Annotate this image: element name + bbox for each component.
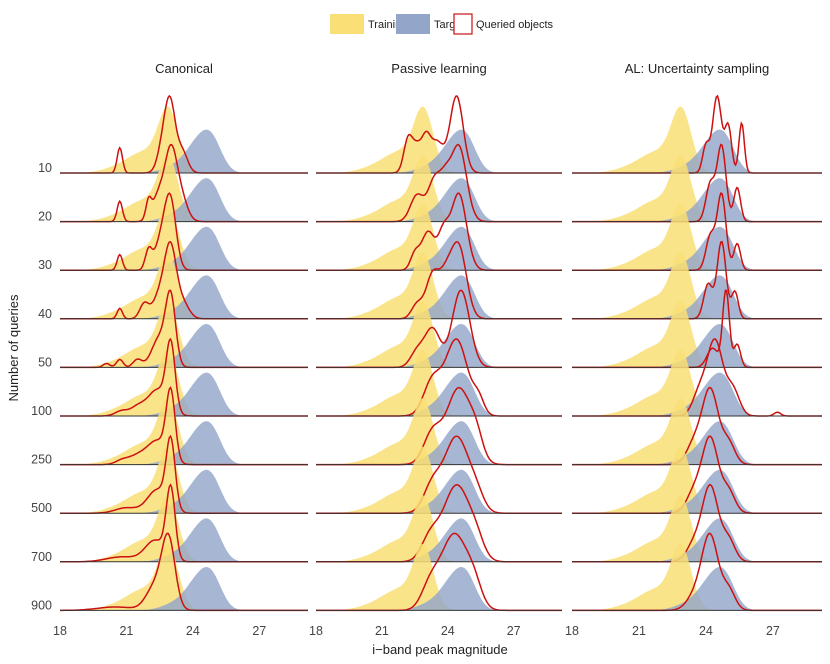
x-tick-label: 21 xyxy=(375,624,389,638)
target-density-area xyxy=(572,567,822,611)
target-density-area xyxy=(316,518,562,562)
target-density-area xyxy=(316,226,562,271)
target-density-area xyxy=(60,518,308,562)
row-label-queries: 250 xyxy=(31,453,52,467)
row-label-queries: 700 xyxy=(31,550,52,564)
x-tick-label: 27 xyxy=(766,624,780,638)
target-density-area xyxy=(572,469,822,514)
row-label-queries: 50 xyxy=(38,355,52,369)
target-density-area xyxy=(60,567,308,611)
row-label-queries: 900 xyxy=(31,598,52,612)
target-density-area xyxy=(316,469,562,514)
row-label-queries: 40 xyxy=(38,307,52,321)
target-density-area xyxy=(572,275,822,319)
target-density-area xyxy=(572,372,822,416)
target-density-area xyxy=(60,421,308,465)
target-density-area xyxy=(60,129,308,173)
row-labels: 10 20 30 40 50 100 250 500 700 900 xyxy=(31,161,52,612)
target-density-area xyxy=(572,518,822,562)
panel-1: Passive learning 18 21 24 27 xyxy=(309,61,562,638)
target-density-area xyxy=(316,129,562,173)
target-density-area xyxy=(60,275,308,319)
legend-label-queried: Queried objects xyxy=(476,19,554,31)
x-tick-label: 24 xyxy=(699,624,713,638)
row-label-queries: 500 xyxy=(31,501,52,515)
row-label-queries: 100 xyxy=(31,404,52,418)
x-tick-label: 18 xyxy=(53,624,67,638)
target-density-area xyxy=(60,226,308,271)
legend-swatch-training xyxy=(330,14,364,34)
x-tick-label: 18 xyxy=(309,624,323,638)
target-density-area xyxy=(572,129,822,173)
panel-title: AL: Uncertainty sampling xyxy=(625,61,770,76)
legend-swatch-target xyxy=(396,14,430,34)
target-density-area xyxy=(316,178,562,222)
x-tick-label: 21 xyxy=(119,624,133,638)
x-tick-label: 27 xyxy=(507,624,521,638)
target-density-area xyxy=(572,421,822,465)
panel-title: Passive learning xyxy=(391,61,486,76)
target-density-area xyxy=(60,178,308,222)
target-density-area xyxy=(316,324,562,368)
y-axis-title: Number of queries xyxy=(6,294,21,401)
x-tick-label: 27 xyxy=(252,624,266,638)
target-density-area xyxy=(316,275,562,319)
panel-0: Canonical 18 21 24 27 xyxy=(53,61,308,638)
target-density-area xyxy=(572,178,822,222)
panel-title: Canonical xyxy=(155,61,213,76)
target-density-area xyxy=(572,226,822,271)
x-axis-title: i−band peak magnitude xyxy=(372,642,508,657)
row-label-queries: 10 xyxy=(38,161,52,175)
row-label-queries: 30 xyxy=(38,258,52,272)
x-tick-label: 24 xyxy=(441,624,455,638)
target-density-area xyxy=(572,324,822,368)
row-label-queries: 20 xyxy=(38,210,52,224)
x-tick-label: 21 xyxy=(632,624,646,638)
x-tick-label: 18 xyxy=(565,624,579,638)
target-density-area xyxy=(316,421,562,465)
target-density-area xyxy=(60,324,308,368)
target-density-area xyxy=(316,567,562,611)
panel-2: AL: Uncertainty sampling 18 21 24 27 xyxy=(565,61,822,638)
legend-swatch-queried xyxy=(453,13,473,35)
panels: Canonical 18 21 24 27 Passive learning 18 21 24 2… xyxy=(53,61,822,638)
legend: Training Target Queried objects xyxy=(330,13,554,35)
target-density-area xyxy=(316,372,562,416)
x-tick-label: 24 xyxy=(186,624,200,638)
target-density-area xyxy=(60,469,308,514)
target-density-area xyxy=(60,372,308,416)
